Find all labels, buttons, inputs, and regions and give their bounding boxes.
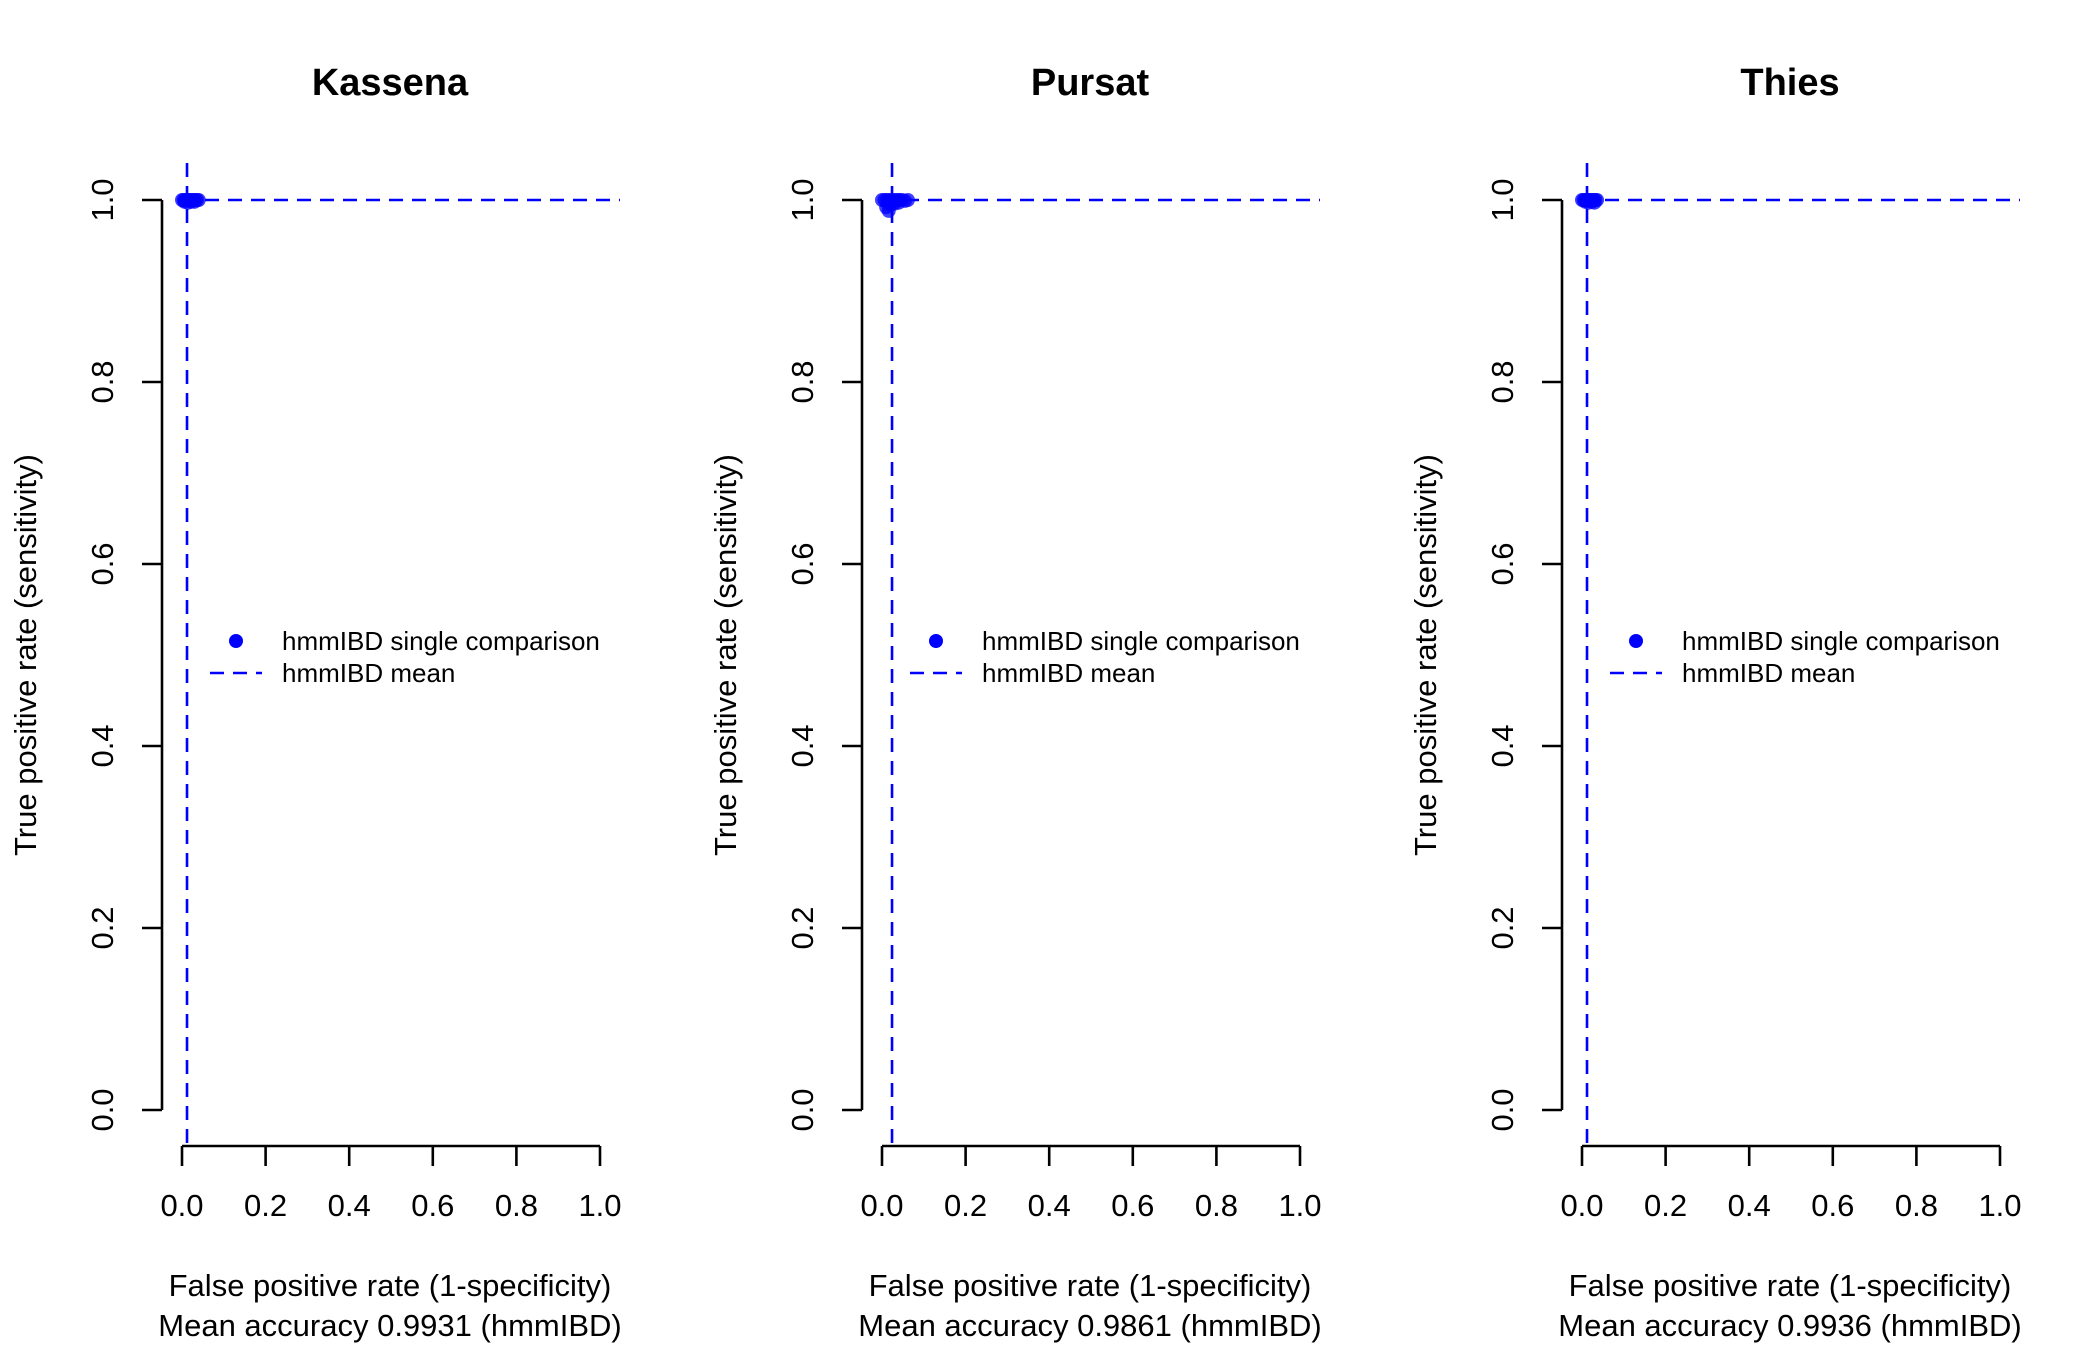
y-tick-label: 0.4 (1485, 724, 1520, 767)
y-tick-label: 0.8 (85, 360, 120, 403)
y-tick-label: 0.8 (1485, 360, 1520, 403)
x-tick-label: 1.0 (578, 1188, 621, 1223)
x-tick-label: 0.4 (328, 1188, 371, 1223)
x-tick-label: 0.2 (944, 1188, 987, 1223)
y-tick-label: 1.0 (1485, 178, 1520, 221)
legend-mean-label: hmmIBD mean (1682, 658, 1855, 688)
y-tick-label: 0.2 (785, 906, 820, 949)
legend-points-label: hmmIBD single comparison (282, 626, 600, 656)
legend-point-marker (229, 634, 243, 648)
x-tick-label: 0.6 (1811, 1188, 1854, 1223)
legend-point-marker (929, 634, 943, 648)
y-tick-label: 0.6 (1485, 542, 1520, 585)
y-axis-label: True positive rate (sensitivity) (708, 454, 743, 856)
x-tick-label: 0.2 (244, 1188, 287, 1223)
legend-points-label: hmmIBD single comparison (982, 626, 1300, 656)
x-tick-label: 0.6 (1111, 1188, 1154, 1223)
legend-point-marker (1629, 634, 1643, 648)
x-tick-label: 0.8 (495, 1188, 538, 1223)
y-axis-label: True positive rate (sensitivity) (1408, 454, 1443, 856)
x-tick-label: 0.0 (860, 1188, 903, 1223)
y-tick-label: 0.4 (785, 724, 820, 767)
y-tick-label: 0.6 (85, 542, 120, 585)
x-tick-label: 0.0 (160, 1188, 203, 1223)
x-axis-label: False positive rate (1-specificity) (169, 1268, 612, 1303)
data-point (187, 194, 202, 209)
y-tick-label: 0.0 (85, 1088, 120, 1131)
panel-title: Thies (1740, 62, 1839, 104)
x-tick-label: 0.8 (1195, 1188, 1238, 1223)
y-tick-label: 0.0 (1485, 1088, 1520, 1131)
data-point (881, 203, 896, 218)
y-tick-label: 0.8 (785, 360, 820, 403)
roc-panel-kassena: Kassena 0.0 0.2 0.4 0.6 0.8 1.0 0.0 0.2 0.4 0.6 0.8… (8, 62, 622, 1343)
legend-mean-label: hmmIBD mean (282, 658, 455, 688)
y-tick-label: 0.6 (785, 542, 820, 585)
y-tick-label: 0.2 (85, 906, 120, 949)
x-axis-label: False positive rate (1-specificity) (869, 1268, 1312, 1303)
y-axis-label: True positive rate (sensitivity) (8, 454, 43, 856)
y-tick-label: 0.2 (1485, 906, 1520, 949)
accuracy-caption: Mean accuracy 0.9931 (hmmIBD) (158, 1308, 621, 1343)
x-tick-label: 0.2 (1644, 1188, 1687, 1223)
legend-points-label: hmmIBD single comparison (1682, 626, 2000, 656)
y-tick-label: 1.0 (785, 178, 820, 221)
x-axis-label: False positive rate (1-specificity) (1569, 1268, 2012, 1303)
x-tick-label: 1.0 (1278, 1188, 1321, 1223)
x-tick-label: 0.6 (411, 1188, 454, 1223)
data-point (1587, 195, 1602, 210)
panel-title: Pursat (1031, 62, 1150, 104)
x-tick-label: 0.0 (1560, 1188, 1603, 1223)
x-tick-label: 1.0 (1978, 1188, 2021, 1223)
panel-title: Kassena (312, 62, 469, 104)
data-point (891, 195, 906, 210)
legend-mean-label: hmmIBD mean (982, 658, 1155, 688)
roc-panel-thies: Thies 0.0 0.2 0.4 0.6 0.8 1.0 0.0 0.2 0.4 0.6 0.8 1.… (1408, 62, 2022, 1343)
x-tick-label: 0.4 (1728, 1188, 1771, 1223)
accuracy-caption: Mean accuracy 0.9936 (hmmIBD) (1558, 1308, 2021, 1343)
accuracy-caption: Mean accuracy 0.9861 (hmmIBD) (858, 1308, 1321, 1343)
y-tick-label: 0.4 (85, 724, 120, 767)
x-tick-label: 0.4 (1028, 1188, 1071, 1223)
x-tick-label: 0.8 (1895, 1188, 1938, 1223)
roc-panel-pursat: Pursat 0.0 0.2 0.4 0.6 0.8 1.0 0.0 0.2 0.4 0.6 0.8 1… (708, 62, 1322, 1343)
y-tick-label: 0.0 (785, 1088, 820, 1131)
y-tick-label: 1.0 (85, 178, 120, 221)
